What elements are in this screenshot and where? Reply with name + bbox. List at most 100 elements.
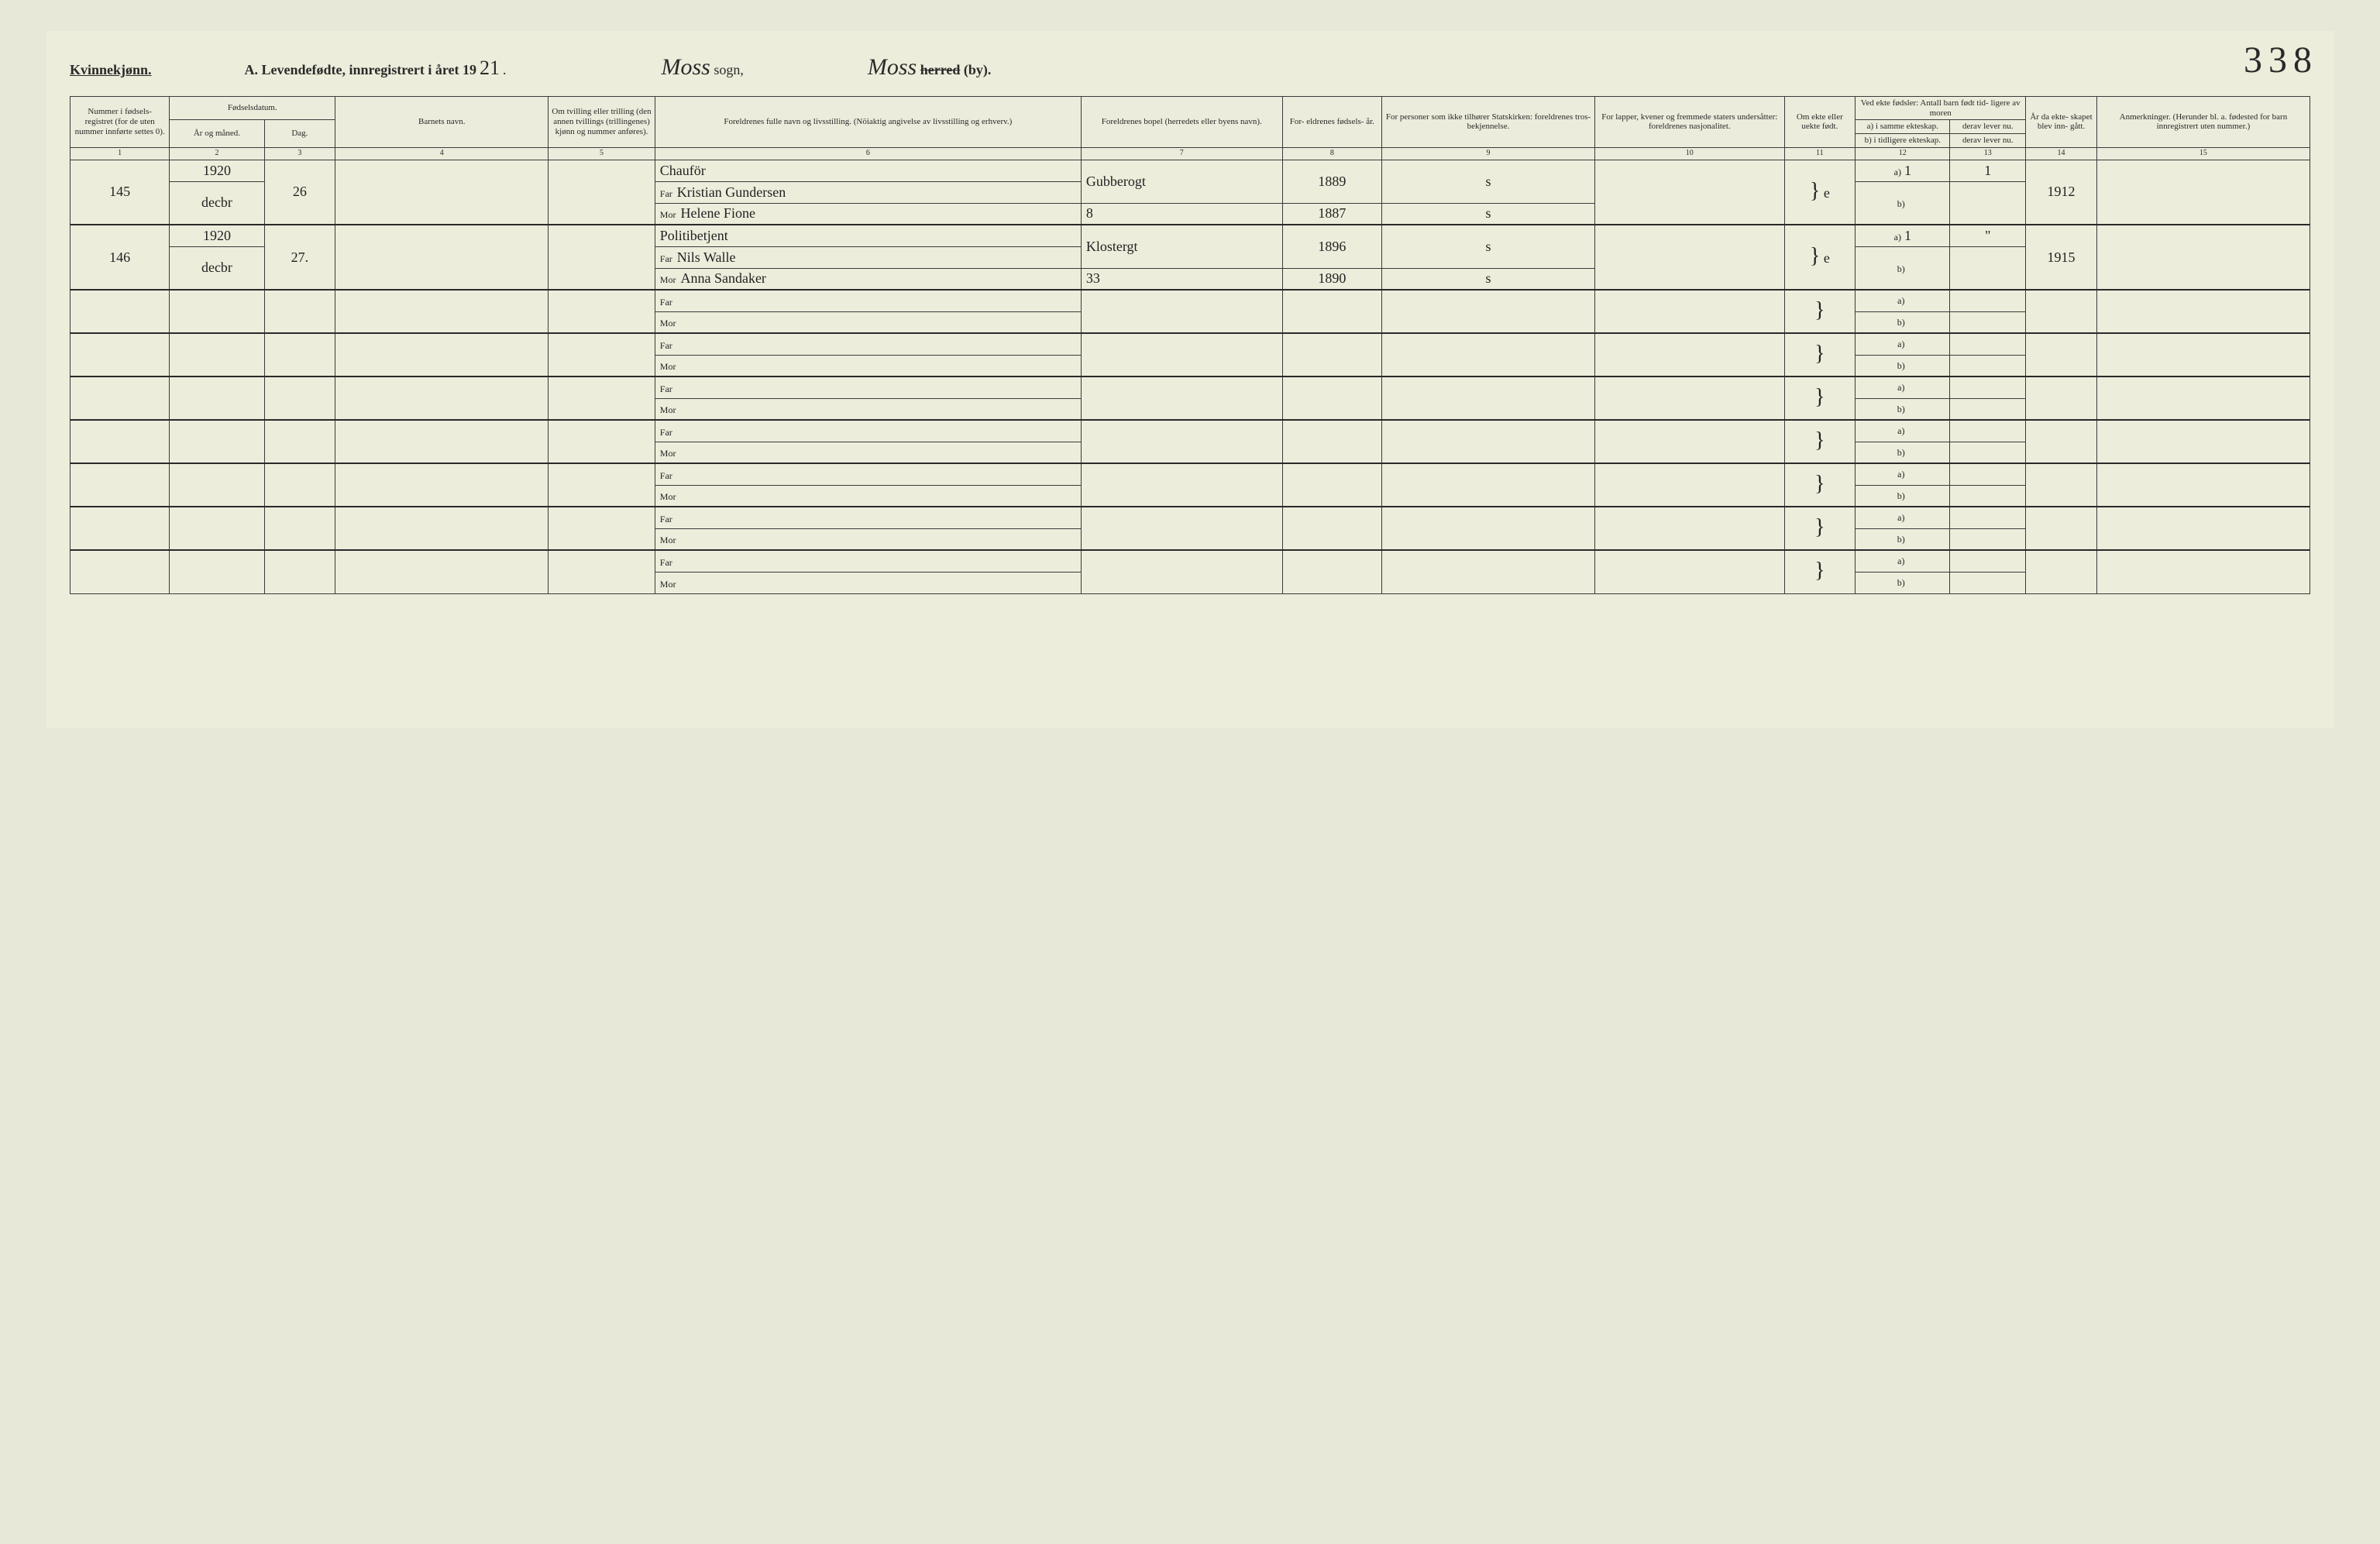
ekte: } e [1784, 160, 1856, 225]
a-same: a)1 [1856, 160, 1950, 181]
far-empty: Far [655, 463, 1081, 485]
cell: } [1784, 290, 1856, 333]
cell [2096, 290, 2309, 333]
cell [335, 377, 549, 420]
cell [335, 420, 549, 463]
cell [2026, 463, 2097, 507]
a-lever: 1 [1950, 160, 2026, 181]
page-number: 338 [2244, 39, 2318, 81]
colnum: 15 [2096, 147, 2309, 160]
nationality [1595, 225, 1784, 290]
entry-row: 146192027.PolitibetjentKlostergt1896s} e… [71, 225, 2310, 246]
cell: } [1784, 420, 1856, 463]
mor-empty: Mor [655, 572, 1081, 593]
col-fodsel-header: Fødselsdatum. [170, 97, 335, 120]
sogn-handwritten: Moss [662, 54, 710, 80]
b-empty: b) [1856, 485, 1950, 507]
a-lever: " [1950, 225, 2026, 246]
nationality [1595, 160, 1784, 225]
cell [335, 463, 549, 507]
far-bopel: Klostergt [1081, 225, 1282, 268]
col8-header: For- eldrenes fødsels- år. [1282, 97, 1381, 148]
mor-tros: s [1382, 268, 1595, 290]
mor-name: MorAnna Sandaker [655, 268, 1081, 290]
colnum: 6 [655, 147, 1081, 160]
cell [1081, 377, 1282, 420]
cell [170, 550, 264, 593]
cell [71, 377, 170, 420]
mor-empty: Mor [655, 398, 1081, 420]
empty-row: Far}a) [71, 507, 2310, 528]
cell [1950, 442, 2026, 463]
cell [1282, 550, 1381, 593]
cell [170, 420, 264, 463]
mor-bopel: 8 [1081, 203, 1282, 225]
entry-month: decbr [170, 181, 264, 225]
cell [170, 377, 264, 420]
cell [2096, 507, 2309, 550]
a-empty: a) [1856, 333, 1950, 355]
b-tidl: b) [1856, 246, 1950, 290]
cell [2026, 377, 2097, 420]
cell [1950, 333, 2026, 355]
cell [2096, 550, 2309, 593]
child-name [335, 160, 549, 225]
col13b-header: derav lever nu. [1950, 133, 2026, 147]
page-title: A. Levendefødte, innregistrert i året 19… [245, 57, 507, 80]
cell [549, 377, 655, 420]
cell [71, 507, 170, 550]
cell [1950, 377, 2026, 398]
cell [264, 377, 335, 420]
sogn-block: Moss sogn, [662, 54, 744, 81]
far-bopel: Gubberogt [1081, 160, 1282, 203]
occupation: Chauför [655, 160, 1081, 181]
cell [2026, 550, 2097, 593]
colnum: 10 [1595, 147, 1784, 160]
cell: } [1784, 463, 1856, 507]
far-empty: Far [655, 507, 1081, 528]
b-empty: b) [1856, 355, 1950, 377]
cell: } [1784, 333, 1856, 377]
twin-info [549, 225, 655, 290]
b-empty: b) [1856, 442, 1950, 463]
title-prefix: A. [245, 62, 259, 77]
a-empty: a) [1856, 550, 1950, 572]
child-name [335, 225, 549, 290]
cell [71, 420, 170, 463]
colnum: 4 [335, 147, 549, 160]
cell [1382, 550, 1595, 593]
cell [335, 550, 549, 593]
colnum: 3 [264, 147, 335, 160]
entry-row: 145192026ChauförGubberogt1889s} ea)11191… [71, 160, 2310, 181]
cell [1950, 290, 2026, 311]
cell [1950, 528, 2026, 550]
col6-header: Foreldrenes fulle navn og livsstilling. … [655, 97, 1081, 148]
cell [1282, 463, 1381, 507]
empty-row: Far}a) [71, 333, 2310, 355]
cell [71, 290, 170, 333]
cell [1382, 507, 1595, 550]
cell [170, 290, 264, 333]
cell [2026, 333, 2097, 377]
cell [1595, 550, 1784, 593]
a-empty: a) [1856, 290, 1950, 311]
mor-empty: Mor [655, 442, 1081, 463]
col5-header: Om tvilling eller trilling (den annen tv… [549, 97, 655, 148]
twin-info [549, 160, 655, 225]
cell [549, 463, 655, 507]
cell [1081, 333, 1282, 377]
cell [1950, 485, 2026, 507]
mor-empty: Mor [655, 311, 1081, 333]
b-empty: b) [1856, 572, 1950, 593]
cell [335, 290, 549, 333]
by-label: (by). [964, 62, 992, 77]
mor-empty: Mor [655, 528, 1081, 550]
empty-row: Far}a) [71, 463, 2310, 485]
cell [2096, 333, 2309, 377]
occupation: Politibetjent [655, 225, 1081, 246]
cell [1282, 333, 1381, 377]
cell [71, 333, 170, 377]
cell [264, 463, 335, 507]
cell: } [1784, 550, 1856, 593]
entry-month: decbr [170, 246, 264, 290]
